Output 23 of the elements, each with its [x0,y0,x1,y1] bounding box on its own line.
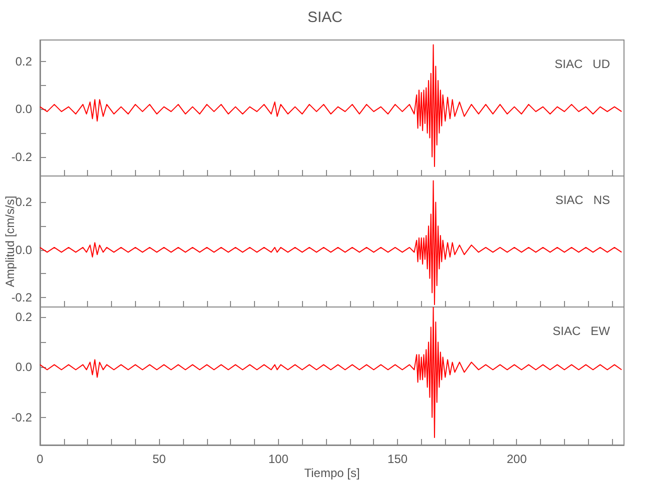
annotation: SIAC NS [555,193,610,207]
x-tick-label: 100 [268,452,289,466]
line-series [40,180,622,306]
y-tick-label: 0.0 [15,242,32,257]
y-axis-title: Amplitud [cm/s/s] [3,196,17,288]
line-series [40,44,622,167]
y-tick-label: -0.2 [11,150,32,164]
x-tick-label: 150 [388,452,408,466]
x-axis-title: Tiempo [s] [304,466,360,480]
x-tick-label: 200 [506,452,528,466]
y-tick-label: 0.0 [15,102,32,116]
chart-title: SIAC [307,9,343,26]
x-tick-label: 50 [152,452,166,466]
y-tick-label: 0.2 [15,310,32,324]
x-tick-label: 0 [36,452,44,466]
annotation: SIAC EW [552,324,611,338]
y-tick-label: -0.2 [11,290,32,304]
y-tick-label: 0.2 [15,54,32,68]
y-tick-label: -0.2 [11,410,32,424]
annotation: SIAC UD [554,57,610,71]
line-series [40,307,622,438]
y-tick-label: 0.0 [15,360,32,374]
y-tick-label: 0.2 [15,195,32,210]
